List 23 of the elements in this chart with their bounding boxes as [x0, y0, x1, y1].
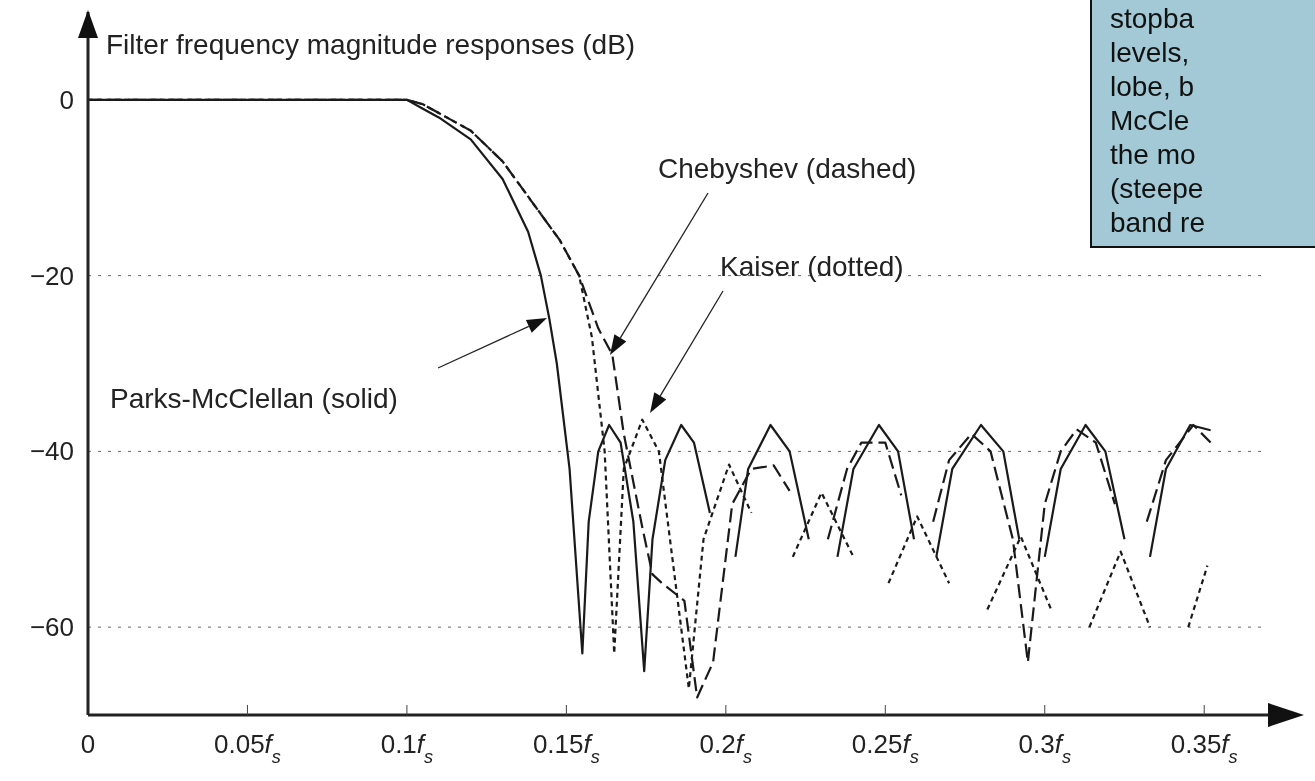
annotation: band re — [1110, 206, 1206, 240]
x-tick-label: 0 — [80, 729, 96, 759]
y-axis-title: Filter frequency magnitude responses (dB) — [106, 29, 636, 60]
y-tick-label: −20 — [29, 260, 74, 291]
annotation: lobe, b — [1110, 70, 1196, 104]
annotation: Kaiser (dotted) — [720, 251, 904, 282]
x-tick-label: 0.05f$_{s}$ — [213, 729, 281, 767]
x-tick-label: 0.25f$_{s}$ — [851, 729, 919, 767]
annotation: the mo — [1110, 138, 1197, 172]
x-tick-label: 0.3f$_{s}$ — [1018, 729, 1071, 767]
y-tick-label: −40 — [29, 436, 74, 467]
annotation: levels, — [1110, 36, 1191, 70]
y-tick-label: 0 — [59, 84, 74, 115]
annotation: Parks-McClellan (solid) — [110, 383, 398, 414]
x-tick-label: 0.35f$_{s}$ — [1170, 729, 1238, 767]
x-tick-label: 0.1f$_{s}$ — [380, 729, 434, 767]
x-tick-label: 0.2f$_{s}$ — [699, 729, 753, 767]
annotation: (steepe — [1110, 172, 1205, 206]
x-tick-label: 0.15f$_{s}$ — [532, 729, 600, 767]
y-tick-label: −60 — [29, 612, 74, 643]
annotation: Chebyshev (dashed) — [658, 153, 917, 184]
annotation: McCle — [1110, 104, 1191, 138]
annotation: stopba — [1110, 2, 1196, 36]
